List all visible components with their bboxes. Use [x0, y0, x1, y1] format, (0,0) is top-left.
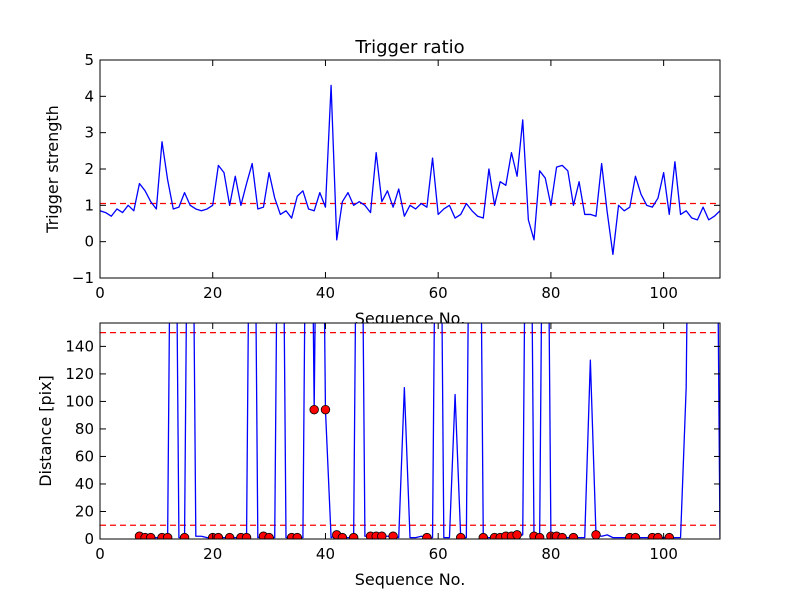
- data-point-marker: [568, 532, 579, 539]
- axes-frame: [99, 322, 721, 540]
- data-point-marker: [630, 532, 641, 539]
- data-point-marker: [264, 532, 274, 539]
- data-point-marker: [478, 532, 488, 539]
- y-tick-label: 1: [84, 196, 94, 214]
- y-tick-label: 40: [75, 475, 94, 493]
- x-tick-label: 40: [316, 284, 335, 302]
- y-tick-label: 3: [84, 124, 94, 142]
- y-tick-label: 120: [65, 365, 94, 383]
- x-tick-label: 0: [95, 545, 105, 563]
- y-tick-label: 20: [75, 502, 94, 520]
- x-tick-label: 20: [203, 545, 222, 563]
- data-point-marker: [422, 532, 432, 539]
- data-point-marker: [388, 531, 398, 539]
- y-tick-label: 100: [65, 392, 94, 410]
- data-point-marker: [241, 532, 252, 539]
- y-tick-label: 0: [84, 233, 94, 251]
- plot-area: [100, 323, 720, 539]
- y-tick-label: 5: [84, 51, 94, 69]
- y-tick-label: 0: [84, 530, 94, 548]
- y-axis-label: Distance [pix]: [36, 375, 55, 487]
- x-tick-label: 80: [541, 284, 560, 302]
- data-point-marker: [512, 530, 522, 539]
- data-point-marker: [162, 532, 173, 539]
- data-point-marker: [664, 532, 674, 539]
- x-tick-label: 80: [541, 545, 560, 563]
- x-tick-label: 40: [316, 545, 335, 563]
- data-point-marker: [213, 532, 224, 539]
- data-point-marker: [146, 532, 156, 539]
- data-point-marker: [534, 532, 545, 539]
- data-point-marker: [309, 404, 319, 415]
- y-tick-label: 2: [84, 160, 94, 178]
- data-point-marker: [456, 532, 466, 539]
- trigger-data-layer: [100, 84, 720, 256]
- plot-area: [100, 60, 720, 278]
- x-axis-label: Sequence No.: [355, 570, 466, 589]
- x-tick-label: 20: [203, 284, 222, 302]
- y-tick-label: 80: [75, 420, 94, 438]
- data-point-marker: [337, 532, 348, 539]
- x-tick-label: 100: [649, 284, 678, 302]
- x-tick-label: 60: [429, 284, 448, 302]
- y-tick-label: −1: [72, 269, 94, 287]
- distance-subplot: 0 20 40 60 80 100 0 20 40 60 80 100 120 140 Sequence …: [36, 322, 721, 589]
- y-axis-label: Trigger strength: [43, 105, 62, 234]
- series-line: [100, 84, 720, 256]
- y-tick-label: 60: [75, 447, 94, 465]
- data-point-marker: [320, 404, 331, 415]
- data-point-marker: [653, 532, 663, 539]
- tick-layer: 0 20 40 60 80 100 0 20 40 60 80 100 120 140: [65, 323, 720, 563]
- y-tick-label: 140: [65, 337, 94, 355]
- data-point-marker: [292, 532, 302, 539]
- x-tick-label: 60: [429, 545, 448, 563]
- y-tick-label: 4: [84, 87, 94, 105]
- distance-data-layer: [100, 323, 720, 539]
- x-tick-label: 0: [95, 284, 105, 302]
- x-tick-label: 100: [649, 545, 678, 563]
- data-point-marker: [377, 531, 387, 539]
- chart-title: Trigger ratio: [354, 37, 464, 58]
- data-point-marker: [557, 532, 567, 539]
- data-point-marker: [348, 532, 359, 539]
- data-point-marker: [179, 532, 190, 539]
- data-point-marker: [224, 532, 235, 539]
- data-point-marker: [591, 530, 601, 539]
